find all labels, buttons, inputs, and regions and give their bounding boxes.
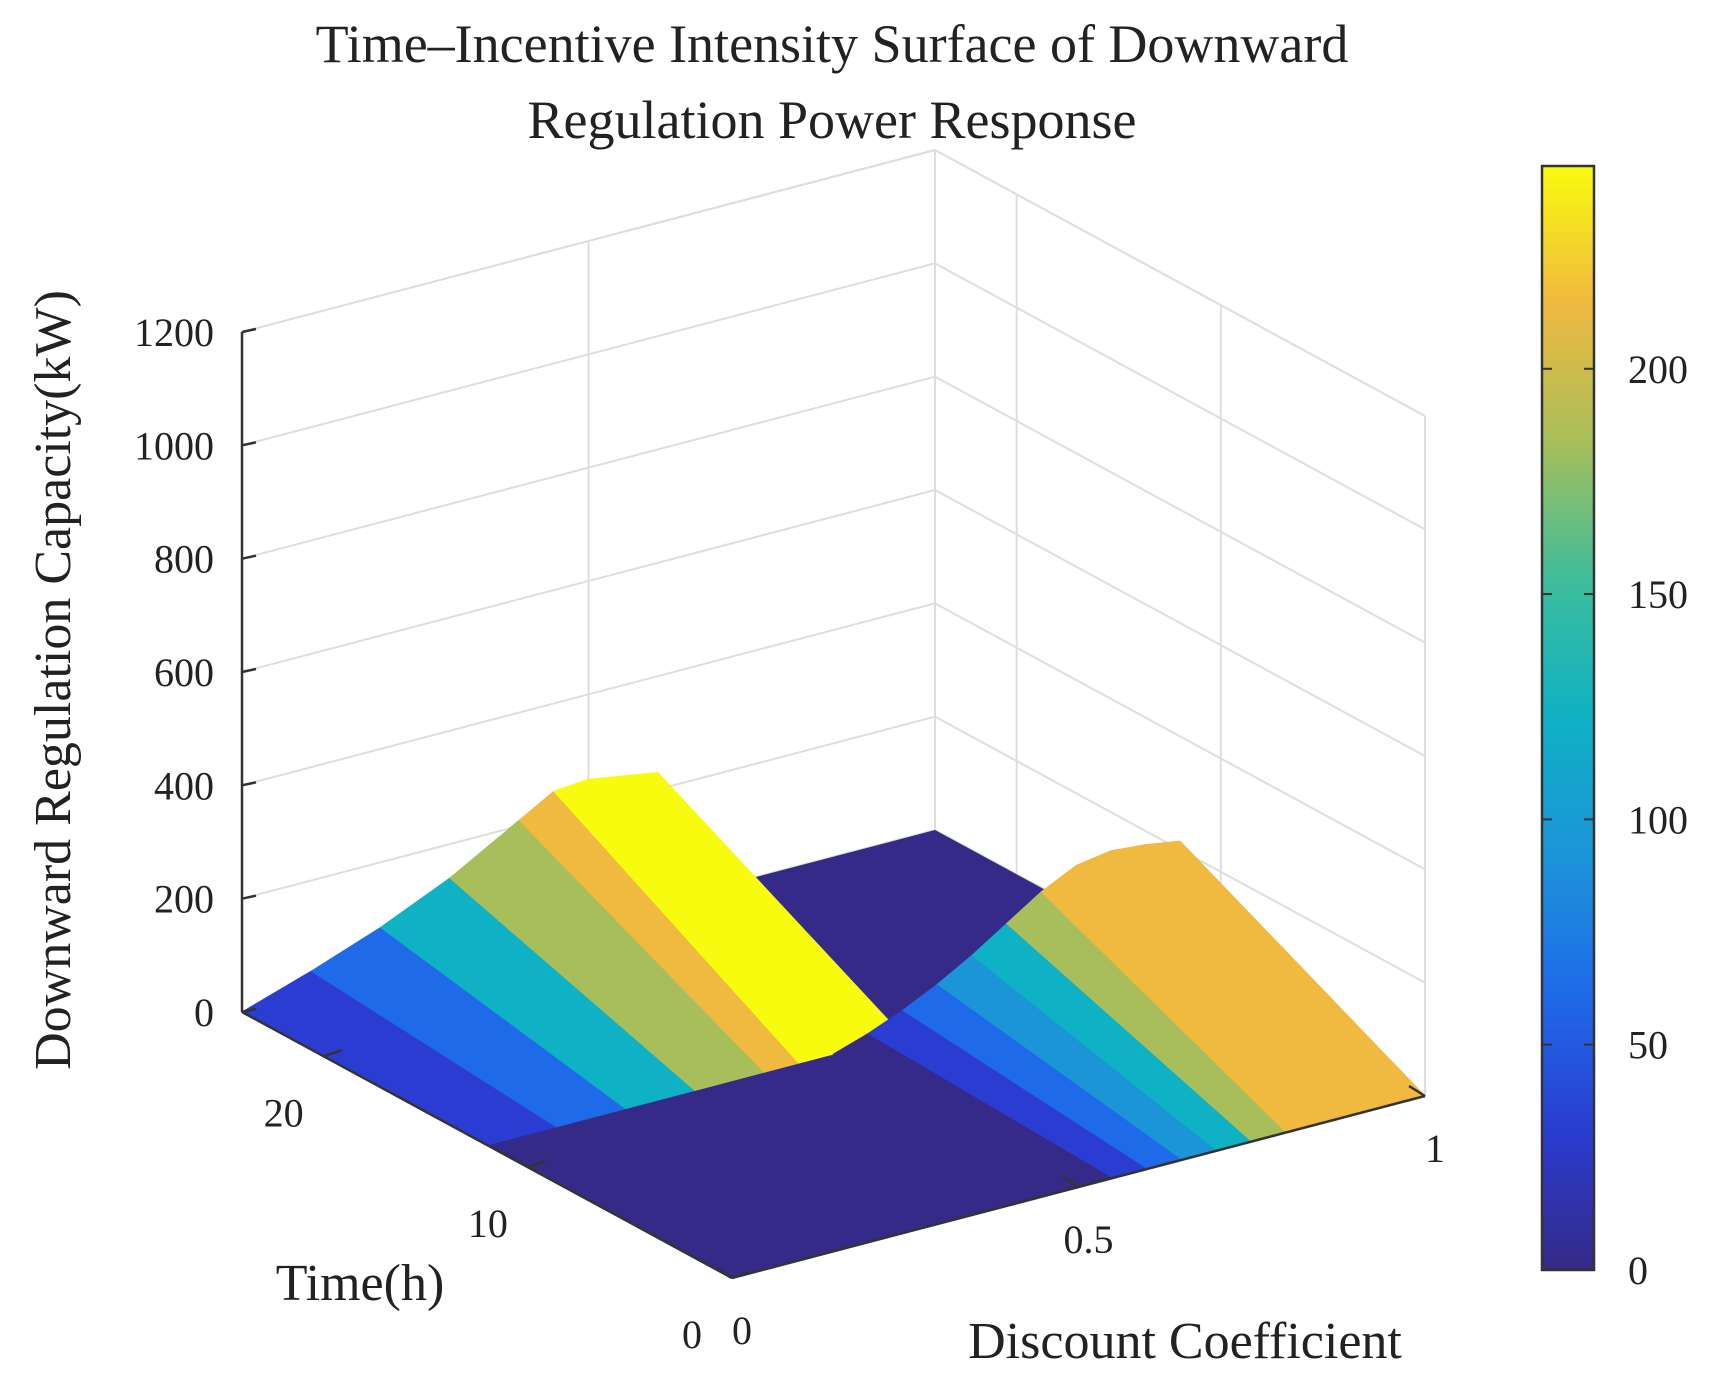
grid-z-side-1000 — [934, 262, 1426, 531]
y-tick-10 — [527, 1159, 547, 1169]
grid-z-side-800 — [934, 375, 1426, 644]
x-axis-label: Discount Coefficient — [968, 1313, 1402, 1370]
x-tick-1 — [1408, 1084, 1426, 1098]
z-tick-label: 600 — [154, 650, 214, 695]
axes — [240, 327, 1426, 1280]
colorbar: 0 50 100 150 200 — [1540, 164, 1688, 1293]
z-tick-1200 — [241, 327, 257, 334]
colorbar-tick-label: 150 — [1628, 572, 1688, 617]
z-tick-label: 0 — [194, 990, 214, 1035]
grid-z-side-600 — [934, 489, 1426, 757]
y-axis-label: Time(h) — [276, 1255, 445, 1312]
chart-title-line-1: Time–Incentive Intensity Surface of Down… — [316, 14, 1349, 74]
colorbar-tick-label: 200 — [1628, 347, 1688, 392]
z-tick-label: 400 — [154, 763, 214, 808]
back-top-edge — [241, 149, 936, 333]
x-tick-0 — [715, 1266, 733, 1280]
colorbar-tick-label: 100 — [1628, 797, 1688, 842]
colorbar-gradient — [1540, 164, 1596, 1272]
z-tick-800 — [241, 554, 257, 560]
y-tick-20 — [323, 1049, 343, 1058]
colorbar-ticks: 0 50 100 150 200 — [1542, 347, 1688, 1293]
x-tick-0.5 — [1061, 1175, 1080, 1189]
z-tick-1000 — [241, 441, 257, 447]
chart-title-line-2: Regulation Power Response — [528, 90, 1137, 150]
colorbar-tick-label: 0 — [1628, 1248, 1648, 1293]
surface — [240, 771, 1426, 1278]
z-tick-label: 200 — [154, 877, 214, 922]
x-tick-label: 0.5 — [1064, 1217, 1114, 1262]
y-tick-label: 0 — [682, 1312, 702, 1357]
z-tick-600 — [241, 667, 257, 674]
z-tick-label: 1000 — [134, 423, 214, 468]
z-tick-0 — [241, 1007, 257, 1014]
z-tick-label: 800 — [154, 537, 214, 582]
x-tick-label: 1 — [1425, 1126, 1445, 1171]
colorbar-tick-label: 50 — [1628, 1023, 1668, 1068]
y-tick-label: 20 — [264, 1090, 304, 1135]
side-top-edge — [934, 149, 1426, 417]
y-tick-0 — [731, 1270, 751, 1280]
y-tick-label: 10 — [468, 1201, 508, 1246]
x-tick-label: 0 — [732, 1308, 752, 1353]
grid-z-side-400 — [934, 602, 1426, 871]
chart-title: Time–Incentive Intensity Surface of Down… — [316, 14, 1349, 150]
z-axis-label: Downward Regulation Capacity(kW) — [25, 290, 82, 1070]
z-tick-400 — [241, 781, 257, 787]
z-tick-200 — [241, 894, 257, 900]
z-tick-label: 1200 — [134, 310, 214, 355]
